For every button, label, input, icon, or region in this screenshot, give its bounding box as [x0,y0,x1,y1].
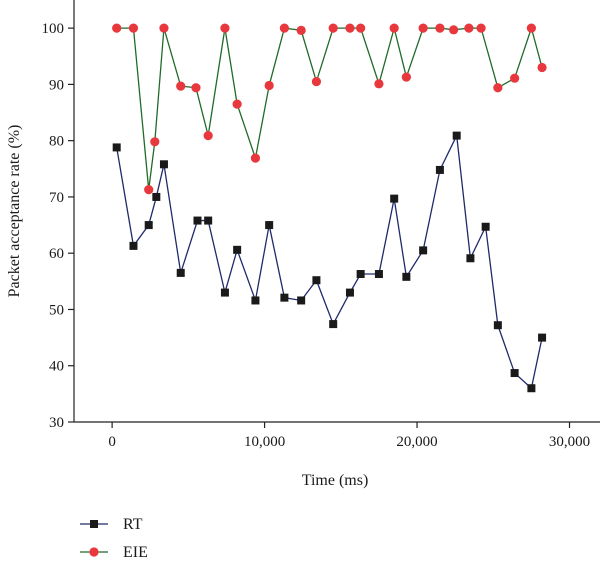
series-rt-point [265,221,274,230]
x-axis-ticks: 0 10,000 20,000 30,000 [108,422,590,450]
series-rt-point [435,165,444,174]
series-rt-point [493,321,502,330]
series-eie-point [510,73,520,83]
series-rt-point [129,241,138,250]
series-eie-point [464,23,474,33]
series-rt-point [204,216,213,225]
legend-eie-label: EIE [123,544,148,561]
y-tick-label: 30 [49,415,64,431]
series-eie-point [537,62,547,73]
series-rt-point [345,288,354,297]
y-tick-label: 60 [49,246,64,262]
series-rt-point [297,296,306,305]
series-rt [112,131,547,393]
series-eie-point [150,137,160,147]
series-eie-point [374,79,384,89]
series-eie-point [389,23,399,33]
x-tick-label: 20,000 [396,434,437,450]
series-rt-point [233,245,242,254]
series-eie-point [250,153,261,163]
series-eie-point [176,81,186,91]
series-eie-point [191,83,201,93]
series-rt-point [152,192,161,201]
series-rt-point [452,131,461,140]
series-rt-point [112,143,121,152]
series-rt-point [466,254,475,263]
series-eie-point [476,23,486,33]
series-eie-point [356,23,366,33]
series-eie-point [112,23,122,33]
series-eie-point [144,185,154,195]
plot-area [112,23,547,393]
series-rt-point [419,246,428,255]
series-rt-point [251,296,260,305]
series-eie-point [203,131,213,141]
series-eie-point [435,23,445,33]
legend-entry-rt: RT [80,516,143,533]
series-eie-point [279,23,289,33]
series-eie-point [526,23,536,33]
series-rt-point [402,272,411,281]
series-eie-line [116,25,543,190]
series-rt-point [527,384,536,393]
legend: RT EIE [80,516,148,561]
legend-entry-eie: EIE [80,544,148,561]
series-eie-point [449,25,459,35]
series-rt-point [374,270,383,279]
x-tick-label: 30,000 [549,434,590,450]
y-tick-label: 90 [49,77,64,93]
series-eie-point [264,80,274,91]
x-tick-label: 0 [108,434,116,450]
series-rt-point [280,293,289,302]
legend-rt-marker [90,520,98,528]
series-rt-point [329,320,338,329]
series-rt-point [510,369,519,378]
series-eie-point [232,99,242,109]
y-axis-ticks: 30 40 50 60 70 80 90 100 [42,21,74,431]
series-eie-point [220,23,230,33]
series-eie-point [296,25,306,35]
series-eie-point [328,23,338,33]
series-eie-point [311,76,322,87]
series-rt-point [312,276,321,285]
series-eie-point [401,72,411,82]
series-eie-point [493,83,503,93]
series-rt-point [193,216,202,225]
series-eie [112,23,547,195]
series-rt-point [481,222,490,231]
series-eie-point [159,23,169,33]
series-rt-point [356,270,365,279]
series-rt-point [538,333,547,342]
series-eie-point [128,23,139,33]
series-rt-point [176,268,185,277]
legend-eie-marker [89,547,99,557]
series-rt-point [220,288,229,297]
x-tick-label: 10,000 [244,434,285,450]
series-rt-point [390,194,399,203]
series-eie-point [418,23,428,33]
series-rt-line [116,133,543,390]
series-rt-point [159,160,168,169]
y-tick-label: 50 [49,302,64,318]
y-tick-label: 100 [42,21,65,37]
y-tick-label: 70 [49,190,64,206]
y-tick-label: 80 [49,134,64,150]
series-rt-point [144,221,153,230]
axes [73,0,600,423]
y-axis-label: Packet acceptance rate (%) [6,125,23,298]
series-eie-point [345,23,355,33]
x-axis-label: Time (ms) [302,472,369,489]
y-tick-label: 40 [49,359,64,375]
legend-rt-label: RT [123,516,143,533]
